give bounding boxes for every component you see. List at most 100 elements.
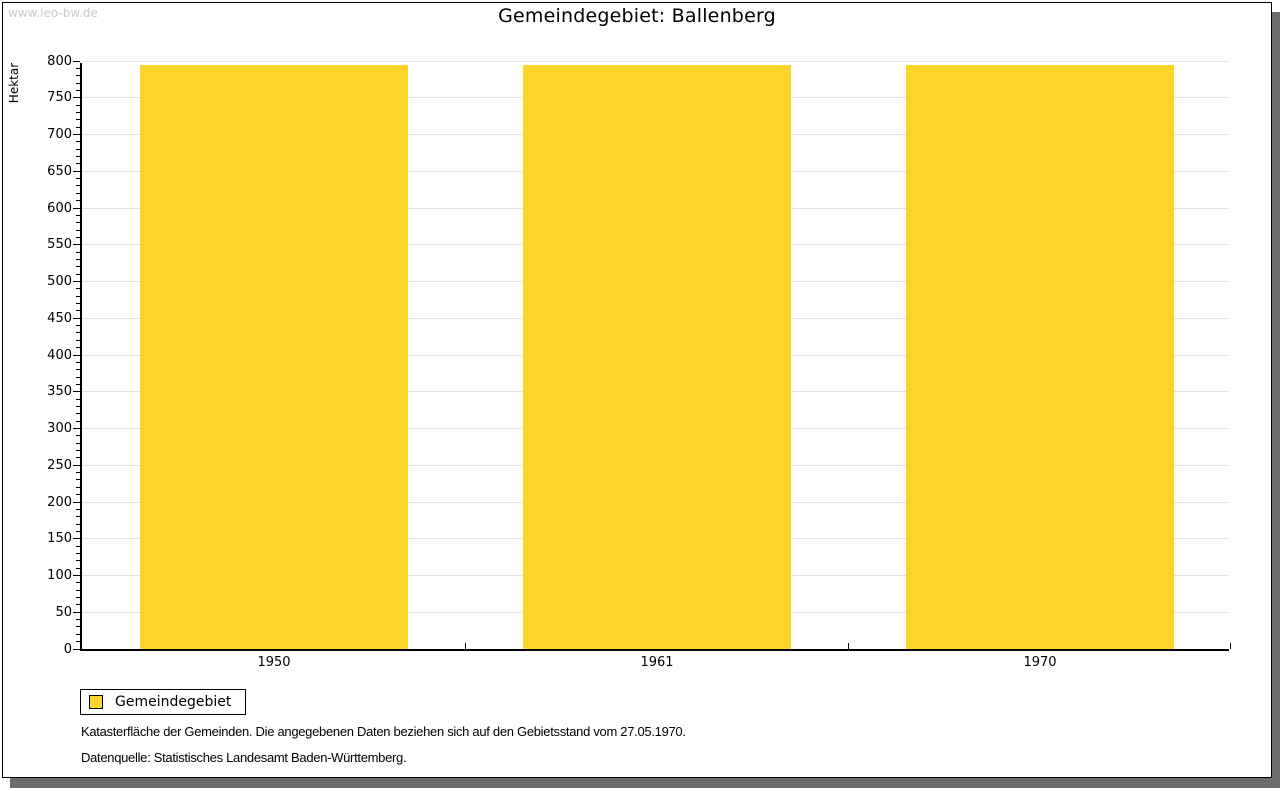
y-axis-tick-label: 450 bbox=[47, 310, 72, 326]
y-axis-tick bbox=[73, 317, 80, 319]
x-axis-end-tick bbox=[1230, 643, 1231, 649]
y-axis-tick bbox=[73, 428, 80, 429]
y-axis-minor-tick bbox=[76, 516, 80, 518]
y-axis-tick-label: 150 bbox=[47, 531, 72, 547]
y-axis-tick bbox=[73, 575, 80, 576]
y-axis-minor-tick bbox=[76, 398, 80, 400]
x-axis-tick-label: 1950 bbox=[257, 655, 291, 670]
y-axis-minor-tick bbox=[76, 597, 80, 599]
bar-1961 bbox=[523, 65, 791, 649]
y-axis-minor-tick bbox=[76, 479, 80, 481]
y-axis-minor-tick bbox=[76, 148, 80, 150]
y-axis-minor-tick bbox=[76, 339, 80, 341]
y-axis-minor-tick bbox=[76, 251, 80, 253]
y-axis-tick bbox=[73, 354, 80, 356]
y-axis-minor-tick bbox=[76, 530, 80, 532]
y-axis-minor-tick bbox=[76, 486, 80, 488]
watermark: www.leo-bw.de bbox=[8, 6, 98, 20]
y-axis-minor-tick bbox=[76, 104, 80, 106]
y-axis-minor-tick bbox=[76, 111, 80, 113]
plot-area: 0 50 100 150 200 250 300 350 400 450 500 550 600 650 7… bbox=[47, 55, 1231, 670]
y-axis-tick bbox=[73, 538, 80, 540]
y-axis-minor-tick bbox=[76, 383, 80, 385]
y-axis-minor-tick bbox=[76, 310, 80, 312]
y-axis-minor-tick bbox=[76, 258, 80, 260]
y-axis-minor-tick bbox=[76, 450, 80, 452]
y-axis-minor-tick bbox=[76, 405, 80, 407]
y-axis-tick-label: 700 bbox=[47, 127, 72, 142]
y-axis-minor-tick bbox=[76, 361, 80, 363]
legend-label: Gemeindegebiet bbox=[115, 694, 232, 710]
y-axis-tick-label: 400 bbox=[47, 347, 72, 363]
y-axis-minor-tick bbox=[76, 163, 80, 165]
y-axis-minor-tick bbox=[76, 508, 80, 510]
y-axis-minor-tick bbox=[76, 126, 80, 128]
y-axis-tick-label: 200 bbox=[47, 494, 72, 510]
y-axis-tick-label: 500 bbox=[47, 274, 72, 289]
x-axis-tick-label: 1961 bbox=[640, 655, 674, 670]
y-axis-minor-tick bbox=[76, 214, 80, 216]
y-axis-minor-tick bbox=[76, 567, 80, 569]
chart-canvas: www.leo-bw.de Gemeindegebiet: Ballenberg… bbox=[2, 2, 1272, 778]
y-axis-minor-tick bbox=[76, 633, 80, 635]
y-axis-tick bbox=[73, 611, 80, 613]
y-axis-tick bbox=[73, 501, 80, 503]
y-axis-minor-tick bbox=[76, 472, 80, 474]
chart-title: Gemeindegebiet: Ballenberg bbox=[498, 5, 776, 27]
y-axis-minor-tick bbox=[76, 582, 80, 584]
y-axis-tick-label: 550 bbox=[47, 237, 72, 253]
y-axis-minor-tick bbox=[76, 178, 80, 180]
x-axis-tick bbox=[465, 643, 466, 649]
y-axis-tick-label: 600 bbox=[47, 200, 72, 216]
y-axis-minor-tick bbox=[76, 332, 80, 334]
y-axis-minor-tick bbox=[76, 545, 80, 547]
y-axis-minor-tick bbox=[76, 523, 80, 525]
x-axis-tick bbox=[848, 643, 849, 649]
bar-1950 bbox=[140, 65, 408, 649]
y-axis-minor-tick bbox=[76, 641, 80, 643]
y-axis-minor-tick bbox=[76, 156, 80, 158]
y-axis-minor-tick bbox=[76, 295, 80, 297]
y-axis-minor-tick bbox=[76, 89, 80, 91]
y-axis-tick bbox=[73, 391, 80, 393]
y-axis-minor-tick bbox=[76, 494, 80, 496]
y-axis-minor-tick bbox=[76, 119, 80, 121]
y-axis-tick bbox=[73, 281, 80, 282]
y-axis-tick bbox=[73, 244, 80, 246]
y-axis-minor-tick bbox=[76, 67, 80, 69]
y-axis-minor-tick bbox=[76, 560, 80, 562]
x-axis-tick-label: 1970 bbox=[1023, 655, 1057, 670]
y-axis-minor-tick bbox=[76, 435, 80, 437]
y-axis-minor-tick bbox=[76, 273, 80, 275]
footnote-datenquelle: Datenquelle: Statistisches Landesamt Bad… bbox=[81, 750, 407, 765]
y-axis-minor-tick bbox=[76, 619, 80, 621]
y-axis-minor-tick bbox=[76, 192, 80, 194]
y-axis-tick bbox=[73, 648, 80, 650]
y-axis-tick-label: 800 bbox=[47, 53, 72, 69]
y-axis-minor-tick bbox=[76, 266, 80, 268]
y-axis-tick-label: 250 bbox=[47, 457, 72, 473]
y-axis-tick-label: 50 bbox=[55, 604, 72, 620]
y-axis-minor-tick bbox=[76, 626, 80, 628]
footnote-gebietsstand: Katasterfläche der Gemeinden. Die angege… bbox=[81, 724, 686, 739]
y-axis-minor-tick bbox=[76, 369, 80, 371]
y-axis-minor-tick bbox=[76, 552, 80, 554]
legend-swatch-icon bbox=[89, 695, 103, 709]
y-axis-tick bbox=[73, 464, 80, 466]
y-axis-tick-label: 650 bbox=[47, 163, 72, 179]
y-axis-tick-label: 0 bbox=[63, 641, 72, 657]
bar-1970 bbox=[906, 65, 1174, 649]
y-axis-tick-label: 350 bbox=[47, 384, 72, 400]
y-axis-tick bbox=[73, 60, 80, 62]
y-axis-minor-tick bbox=[76, 442, 80, 444]
y-axis-tick-label: 750 bbox=[47, 90, 72, 106]
y-axis-minor-tick bbox=[76, 413, 80, 415]
y-axis-minor-tick bbox=[76, 82, 80, 84]
y-axis-minor-tick bbox=[76, 325, 80, 327]
y-axis-tick-label: 100 bbox=[47, 568, 72, 583]
y-axis-tick-label: 300 bbox=[47, 421, 72, 436]
y-axis-minor-tick bbox=[76, 589, 80, 591]
legend: Gemeindegebiet bbox=[80, 689, 247, 715]
y-axis-minor-tick bbox=[76, 376, 80, 378]
y-axis-minor-tick bbox=[76, 236, 80, 238]
